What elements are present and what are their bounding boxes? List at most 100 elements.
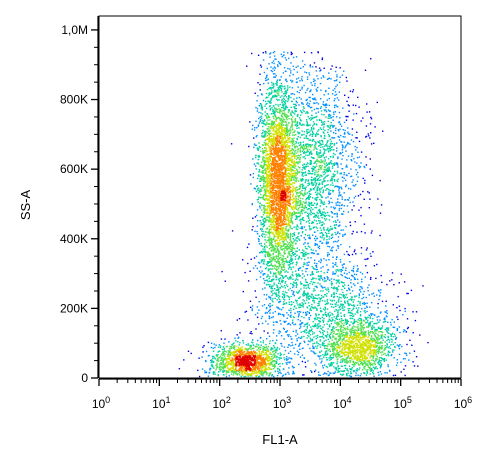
event-point bbox=[331, 175, 333, 178]
event-point bbox=[324, 352, 327, 354]
event-point bbox=[265, 279, 268, 282]
event-point bbox=[284, 57, 287, 59]
event-point bbox=[403, 368, 405, 370]
event-point bbox=[301, 178, 304, 180]
event-point bbox=[252, 344, 255, 346]
event-point bbox=[322, 121, 324, 123]
event-point bbox=[263, 194, 265, 196]
event-point bbox=[375, 366, 377, 368]
event-point bbox=[307, 105, 309, 107]
event-point bbox=[261, 131, 264, 134]
event-point bbox=[362, 117, 364, 119]
event-point bbox=[287, 87, 289, 89]
event-point bbox=[321, 232, 323, 234]
event-point bbox=[307, 150, 309, 153]
event-point bbox=[391, 341, 393, 343]
event-point bbox=[389, 280, 391, 282]
event-point bbox=[305, 314, 307, 316]
event-point bbox=[296, 157, 299, 159]
event-point bbox=[340, 270, 342, 273]
event-point bbox=[351, 290, 354, 292]
event-point bbox=[380, 348, 383, 350]
event-point bbox=[330, 278, 333, 280]
event-point bbox=[315, 143, 317, 145]
event-point bbox=[335, 355, 337, 358]
event-point bbox=[383, 360, 386, 362]
event-point bbox=[325, 197, 327, 199]
event-point bbox=[272, 312, 274, 314]
event-point bbox=[284, 115, 287, 117]
event-point bbox=[275, 275, 277, 277]
event-point bbox=[344, 320, 347, 322]
event-point bbox=[276, 346, 279, 349]
event-point bbox=[301, 192, 303, 194]
event-point bbox=[277, 288, 280, 290]
event-point bbox=[323, 114, 325, 116]
event-point bbox=[287, 268, 290, 270]
event-point bbox=[347, 141, 349, 144]
event-point bbox=[291, 93, 294, 95]
event-point bbox=[340, 359, 342, 361]
event-point bbox=[327, 180, 329, 182]
event-point bbox=[307, 212, 309, 214]
event-point bbox=[306, 322, 309, 324]
event-point bbox=[325, 206, 328, 208]
event-point bbox=[333, 178, 336, 181]
event-point bbox=[303, 133, 305, 136]
event-point bbox=[371, 368, 373, 370]
event-point bbox=[391, 333, 393, 335]
event-point bbox=[266, 279, 268, 281]
event-point bbox=[320, 179, 322, 181]
event-point bbox=[295, 175, 297, 177]
event-point bbox=[272, 332, 275, 334]
event-point bbox=[304, 172, 306, 174]
event-point bbox=[306, 192, 309, 194]
event-point bbox=[290, 53, 292, 56]
event-point bbox=[357, 151, 359, 153]
event-point bbox=[347, 115, 349, 118]
event-point bbox=[369, 324, 371, 326]
event-point bbox=[299, 122, 301, 124]
event-point bbox=[315, 266, 318, 268]
event-point bbox=[310, 178, 312, 181]
event-point bbox=[298, 314, 300, 316]
event-point bbox=[314, 259, 316, 261]
event-point bbox=[348, 110, 350, 112]
event-point bbox=[306, 124, 308, 126]
event-point bbox=[325, 314, 328, 316]
event-point bbox=[283, 320, 285, 323]
event-point bbox=[385, 305, 387, 307]
event-point bbox=[329, 192, 332, 195]
event-point bbox=[329, 299, 332, 301]
event-point bbox=[301, 354, 304, 356]
event-point bbox=[331, 284, 333, 286]
event-point bbox=[278, 368, 280, 370]
event-point bbox=[288, 247, 291, 249]
event-point bbox=[269, 105, 271, 107]
event-point bbox=[376, 319, 379, 321]
event-point bbox=[322, 266, 324, 268]
event-point bbox=[260, 107, 262, 109]
event-point bbox=[284, 287, 286, 289]
event-point bbox=[334, 310, 336, 312]
event-point bbox=[361, 369, 364, 371]
event-point bbox=[319, 374, 321, 376]
event-point bbox=[319, 144, 321, 147]
event-point bbox=[282, 327, 285, 329]
event-point bbox=[283, 110, 285, 112]
event-point bbox=[308, 335, 310, 338]
event-point bbox=[306, 76, 309, 78]
event-point bbox=[268, 126, 270, 128]
event-point bbox=[296, 173, 299, 175]
event-point bbox=[382, 321, 385, 323]
event-point bbox=[292, 370, 294, 373]
event-point bbox=[338, 91, 340, 93]
event-point bbox=[300, 331, 302, 333]
event-point bbox=[304, 201, 306, 204]
event-point bbox=[310, 296, 312, 299]
event-point bbox=[299, 206, 301, 208]
event-point bbox=[290, 240, 292, 243]
event-point bbox=[254, 290, 256, 292]
event-point bbox=[357, 171, 359, 174]
event-point bbox=[339, 356, 341, 358]
